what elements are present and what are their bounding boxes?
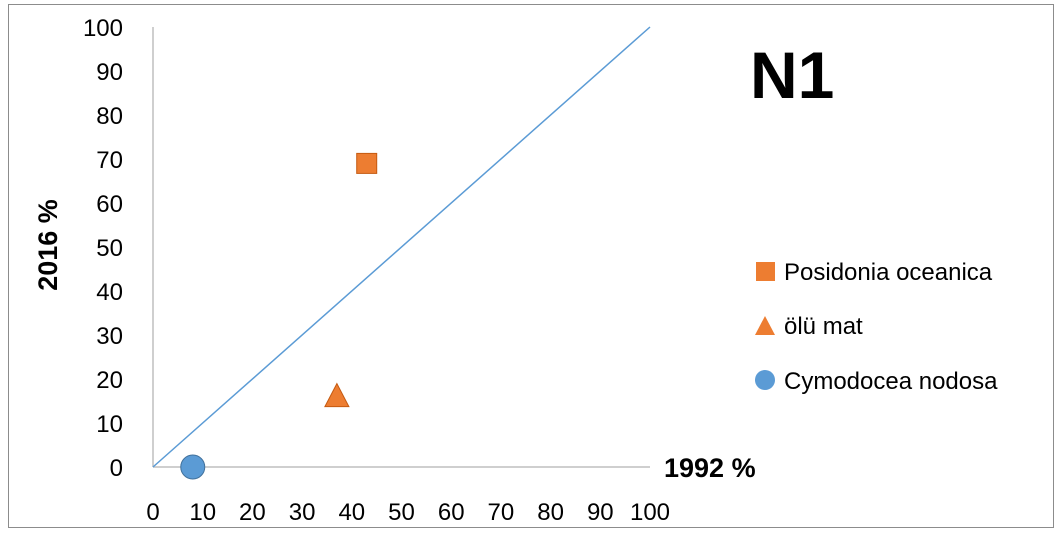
- y-tick-label: 50: [96, 235, 123, 262]
- y-tick-label: 80: [96, 103, 123, 130]
- legend-item-olu-mat: ölü mat: [755, 313, 863, 340]
- x-tick-label: 60: [438, 499, 465, 526]
- y-tick-label: 0: [110, 455, 123, 482]
- legend-square-marker: [756, 262, 775, 281]
- x-tick-label: 20: [239, 499, 266, 526]
- data-point-square: [356, 152, 378, 174]
- legend-item-posidonia-oceanica: Posidonia oceanica: [756, 259, 993, 286]
- x-tick-label: 100: [630, 499, 670, 526]
- data-points: [180, 152, 378, 480]
- legend-label-olu-mat: ölü mat: [784, 313, 863, 340]
- x-axis-title: 1992 %: [664, 453, 756, 483]
- y-tick-label: 90: [96, 59, 123, 86]
- legend-triangle-marker: [755, 316, 775, 335]
- x-tick-label: 0: [146, 499, 159, 526]
- chart-title: N1: [750, 38, 834, 112]
- x-tick-label: 80: [537, 499, 564, 526]
- x-tick-label: 70: [488, 499, 515, 526]
- x-tick-label: 40: [338, 499, 365, 526]
- x-tick-label: 50: [388, 499, 415, 526]
- x-tick-label: 90: [587, 499, 614, 526]
- legend-item-cymodocea-nodosa: Cymodocea nodosa: [755, 368, 998, 395]
- legend-circle-marker: [755, 370, 775, 390]
- legend: Posidonia oceanica ölü mat Cymodocea nod…: [755, 259, 998, 395]
- y-tick-label: 100: [83, 15, 123, 42]
- data-point-triangle: [324, 382, 350, 408]
- y-tick-label: 70: [96, 147, 123, 174]
- legend-label-cymodocea-nodosa: Cymodocea nodosa: [784, 368, 998, 395]
- reference-line-y-equals-x: [152, 26, 651, 468]
- y-tick-label: 30: [96, 323, 123, 350]
- x-tick-label: 30: [289, 499, 316, 526]
- y-tick-label: 40: [96, 279, 123, 306]
- y-axis-title: 2016 %: [33, 199, 63, 291]
- y-tick-label: 20: [96, 367, 123, 394]
- legend-label-posidonia-oceanica: Posidonia oceanica: [784, 259, 993, 286]
- data-point-circle: [180, 454, 206, 480]
- y-tick-label: 10: [96, 411, 123, 438]
- y-tick-label: 60: [96, 191, 123, 218]
- x-tick-label: 10: [189, 499, 216, 526]
- y-tick-labels: 0 10 20 30 40 50 60 70 80 90 100: [83, 15, 123, 482]
- x-tick-labels: 0 10 20 30 40 50 60 70 80 90 100: [146, 499, 670, 526]
